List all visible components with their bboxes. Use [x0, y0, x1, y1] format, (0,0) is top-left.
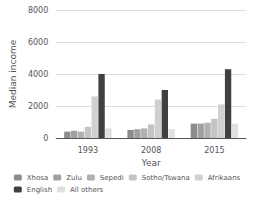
- svg-text:Xhosa: Xhosa: [27, 174, 48, 182]
- svg-text:Sotho/Tswana: Sotho/Tswana: [142, 174, 190, 182]
- svg-text:Zulu: Zulu: [66, 174, 82, 182]
- svg-text:2000: 2000: [28, 102, 48, 111]
- svg-text:0: 0: [43, 134, 48, 143]
- svg-text:1993: 1993: [78, 146, 98, 155]
- svg-text:All others: All others: [70, 186, 104, 194]
- svg-text:8000: 8000: [28, 6, 48, 15]
- svg-text:4000: 4000: [28, 70, 48, 79]
- svg-text:Median income: Median income: [8, 39, 18, 108]
- svg-text:2008: 2008: [141, 146, 161, 155]
- svg-text:Sepedi: Sepedi: [100, 174, 124, 182]
- svg-text:English: English: [27, 186, 52, 194]
- svg-text:Afrikaans: Afrikaans: [208, 174, 241, 182]
- svg-text:2015: 2015: [204, 146, 224, 155]
- svg-text:6000: 6000: [28, 38, 48, 47]
- svg-text:Year: Year: [141, 158, 161, 168]
